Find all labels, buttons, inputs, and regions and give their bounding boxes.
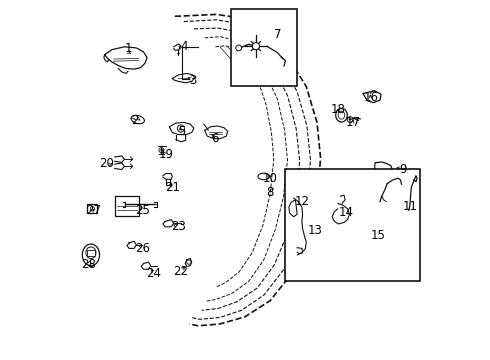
Text: 9: 9 [400, 163, 407, 176]
Circle shape [90, 207, 95, 211]
Bar [231, 9, 297, 86]
Text: 15: 15 [371, 229, 386, 242]
Ellipse shape [258, 173, 270, 180]
Text: 28: 28 [81, 258, 96, 271]
Text: 13: 13 [308, 224, 322, 237]
Ellipse shape [336, 108, 347, 122]
Text: 25: 25 [135, 204, 150, 217]
Circle shape [187, 260, 191, 264]
Ellipse shape [86, 247, 96, 258]
Bar [285, 169, 419, 281]
Text: 11: 11 [403, 201, 418, 213]
Text: 23: 23 [171, 220, 186, 233]
Text: 4: 4 [180, 40, 188, 53]
Circle shape [347, 117, 353, 122]
Ellipse shape [82, 244, 99, 266]
Text: 27: 27 [86, 204, 101, 217]
Text: 18: 18 [331, 103, 346, 116]
Bar [87, 250, 95, 256]
Text: 7: 7 [273, 28, 281, 41]
Circle shape [252, 42, 260, 50]
Text: 10: 10 [263, 172, 278, 185]
Circle shape [177, 125, 185, 132]
Text: 19: 19 [158, 148, 173, 161]
Text: 22: 22 [172, 265, 188, 278]
Ellipse shape [338, 111, 345, 119]
Text: 3: 3 [189, 75, 196, 87]
Text: 17: 17 [345, 116, 361, 129]
Circle shape [236, 45, 242, 51]
Text: 20: 20 [99, 157, 114, 170]
Text: 5: 5 [178, 125, 186, 138]
Bar [87, 204, 98, 213]
Text: 2: 2 [131, 114, 139, 127]
Text: 14: 14 [338, 206, 353, 219]
Text: 8: 8 [267, 186, 274, 199]
Text: 26: 26 [135, 242, 150, 255]
Text: 12: 12 [295, 195, 310, 208]
Ellipse shape [131, 115, 145, 124]
Text: 1: 1 [124, 42, 132, 55]
Text: 24: 24 [146, 267, 161, 280]
Circle shape [159, 148, 164, 153]
Text: 16: 16 [364, 91, 378, 104]
Text: 6: 6 [211, 132, 218, 145]
Bar [116, 196, 139, 216]
Text: 21: 21 [166, 181, 180, 194]
